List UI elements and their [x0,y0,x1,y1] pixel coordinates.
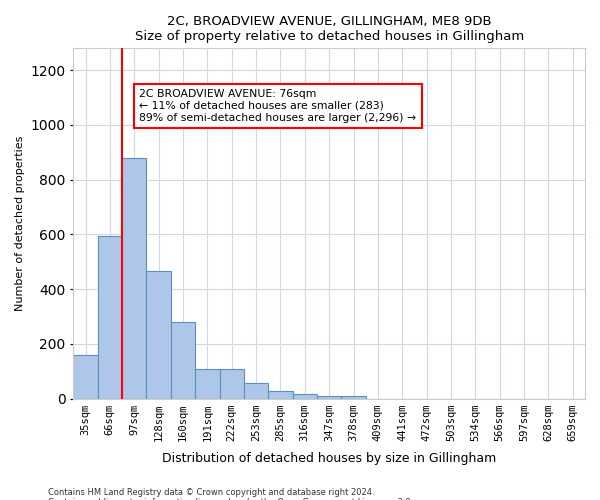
Bar [122,158,146,398]
Bar [293,394,317,398]
Text: Contains HM Land Registry data © Crown copyright and database right 2024.: Contains HM Land Registry data © Crown c… [48,488,374,497]
Text: Contains public sector information licensed under the Open Government Licence v3: Contains public sector information licen… [48,498,413,500]
Bar [244,382,268,398]
Bar [317,396,341,398]
X-axis label: Distribution of detached houses by size in Gillingham: Distribution of detached houses by size … [162,452,496,465]
Bar [98,236,122,398]
Bar [195,369,220,398]
Bar [341,396,366,398]
Text: 2C BROADVIEW AVENUE: 76sqm
← 11% of detached houses are smaller (283)
89% of sem: 2C BROADVIEW AVENUE: 76sqm ← 11% of deta… [139,90,416,122]
Title: 2C, BROADVIEW AVENUE, GILLINGHAM, ME8 9DB
Size of property relative to detached : 2C, BROADVIEW AVENUE, GILLINGHAM, ME8 9D… [134,15,524,43]
Bar [171,322,195,398]
Bar [220,369,244,398]
Bar [73,355,98,399]
Bar [268,391,293,398]
Y-axis label: Number of detached properties: Number of detached properties [15,136,25,311]
Bar [146,272,171,398]
